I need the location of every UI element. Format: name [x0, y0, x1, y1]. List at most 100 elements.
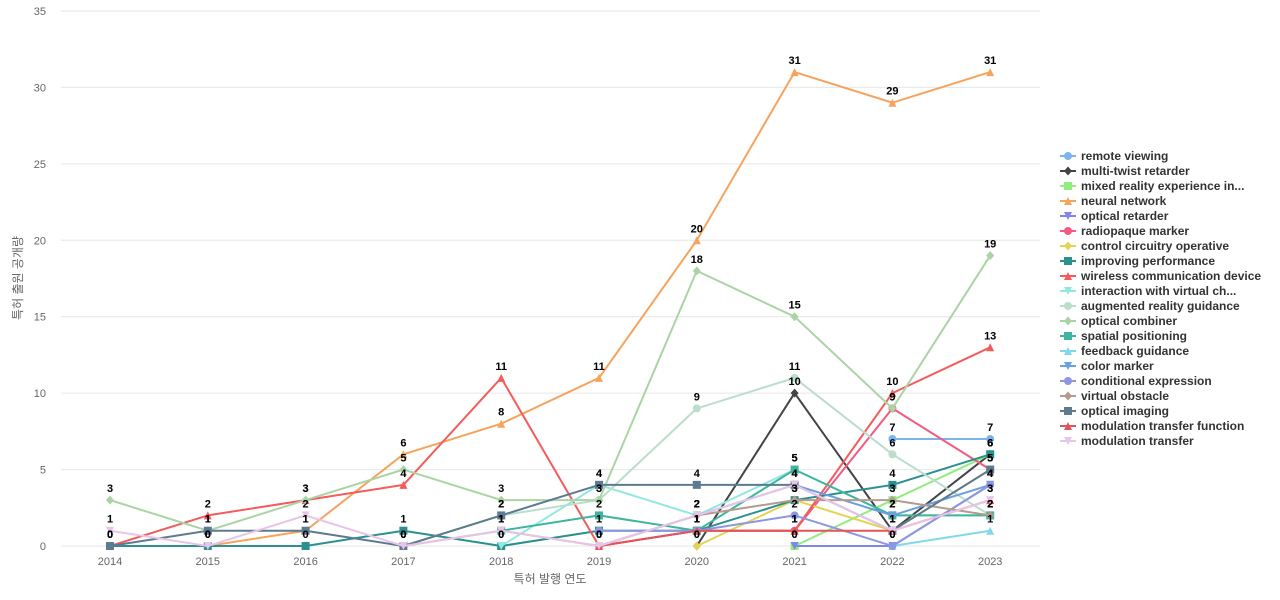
- data-point[interactable]: [692, 266, 701, 276]
- data-point[interactable]: [790, 68, 799, 77]
- data-point[interactable]: [497, 419, 506, 428]
- data-point[interactable]: [399, 465, 408, 475]
- data-point[interactable]: [692, 480, 701, 489]
- y-tick-label: 5: [40, 465, 46, 477]
- legend-item-optical-imaging[interactable]: optical imaging: [1060, 404, 1169, 418]
- data-label: 11: [789, 361, 801, 373]
- legend-item-feedback-guidance[interactable]: feedback guidance: [1060, 344, 1189, 358]
- data-point[interactable]: [888, 98, 897, 107]
- data-point[interactable]: [399, 480, 408, 489]
- data-label: 19: [984, 239, 996, 251]
- data-point[interactable]: [790, 373, 799, 382]
- data-point[interactable]: [986, 251, 995, 261]
- legend-item-color-marker[interactable]: color marker: [1060, 359, 1154, 373]
- data-point[interactable]: [888, 403, 897, 413]
- legend-item-interaction-with-virtual-ch[interactable]: interaction with virtual ch...: [1060, 284, 1236, 298]
- data-point[interactable]: [497, 495, 506, 505]
- legend-item-modulation-transfer-function[interactable]: modulation transfer function: [1060, 419, 1244, 433]
- data-point[interactable]: [399, 450, 408, 459]
- legend-label: neural network: [1081, 194, 1167, 208]
- data-point[interactable]: [790, 465, 799, 474]
- data-point[interactable]: [595, 542, 603, 550]
- data-point[interactable]: [301, 542, 310, 550]
- data-point[interactable]: [790, 312, 799, 322]
- legend-label: optical combiner: [1081, 314, 1177, 328]
- data-point[interactable]: [790, 495, 799, 505]
- data-point[interactable]: [986, 526, 995, 535]
- data-label: 13: [984, 330, 996, 342]
- data-label: 0: [107, 529, 113, 541]
- series-neural-network: [106, 68, 995, 550]
- data-point[interactable]: [595, 373, 603, 382]
- legend-item-spatial-positioning[interactable]: spatial positioning: [1060, 329, 1187, 343]
- data-point[interactable]: [106, 526, 114, 535]
- data-point[interactable]: [595, 495, 603, 505]
- legend-item-virtual-obstacle[interactable]: virtual obstacle: [1060, 389, 1169, 403]
- data-point[interactable]: [106, 542, 114, 550]
- data-point[interactable]: [790, 480, 799, 489]
- data-point[interactable]: [888, 480, 897, 489]
- data-point[interactable]: [692, 541, 701, 551]
- data-point[interactable]: [399, 542, 408, 550]
- data-point[interactable]: [986, 435, 995, 443]
- data-label: 9: [889, 391, 895, 403]
- legend-item-improving-performance[interactable]: improving performance: [1060, 254, 1215, 268]
- legend-item-neural-network[interactable]: neural network: [1060, 194, 1167, 208]
- legend-item-wireless-communication-device[interactable]: wireless communication device: [1060, 269, 1261, 283]
- data-point[interactable]: [986, 480, 995, 489]
- data-point[interactable]: [790, 542, 799, 550]
- data-point[interactable]: [497, 373, 506, 382]
- data-point[interactable]: [497, 526, 506, 535]
- data-point[interactable]: [986, 343, 995, 352]
- data-point[interactable]: [106, 495, 114, 505]
- data-point[interactable]: [692, 236, 701, 245]
- data-point[interactable]: [790, 511, 799, 520]
- data-point[interactable]: [986, 68, 995, 77]
- data-point[interactable]: [595, 480, 603, 489]
- data-point[interactable]: [692, 511, 701, 520]
- data-point[interactable]: [301, 526, 310, 535]
- legend-item-remote-viewing[interactable]: remote viewing: [1060, 149, 1168, 163]
- data-point[interactable]: [692, 404, 701, 413]
- data-point[interactable]: [888, 511, 897, 520]
- legend-item-optical-retarder[interactable]: optical retarder: [1060, 209, 1169, 223]
- data-point[interactable]: [888, 435, 897, 443]
- data-label: 1: [792, 514, 798, 526]
- data-point[interactable]: [888, 450, 897, 459]
- data-point[interactable]: [203, 511, 212, 520]
- data-point[interactable]: [986, 450, 995, 459]
- data-point[interactable]: [595, 526, 603, 535]
- data-point[interactable]: [986, 465, 995, 474]
- gridlines: [61, 10, 1040, 547]
- data-point[interactable]: [301, 511, 310, 520]
- data-point[interactable]: [888, 389, 897, 398]
- data-point[interactable]: [790, 388, 799, 398]
- data-label: 3: [498, 483, 504, 495]
- x-tick-label: 2017: [391, 556, 415, 568]
- data-point[interactable]: [497, 542, 506, 550]
- data-point[interactable]: [203, 542, 212, 550]
- data-point[interactable]: [692, 526, 701, 535]
- data-point[interactable]: [986, 510, 995, 520]
- legend-item-augmented-reality-guidance[interactable]: augmented reality guidance: [1060, 299, 1240, 313]
- legend-item-optical-combiner[interactable]: optical combiner: [1060, 314, 1177, 328]
- legend-item-modulation-transfer[interactable]: modulation transfer: [1060, 434, 1194, 448]
- legend-item-mixed-reality-experience-in[interactable]: mixed reality experience in...: [1060, 179, 1244, 193]
- legend-item-multi-twist-retarder[interactable]: multi-twist retarder: [1060, 164, 1190, 178]
- data-point[interactable]: [888, 495, 897, 505]
- legend-item-radiopaque-marker[interactable]: radiopaque marker: [1060, 224, 1189, 238]
- data-point[interactable]: [497, 511, 506, 520]
- data-point[interactable]: [203, 526, 212, 535]
- data-point[interactable]: [888, 526, 897, 535]
- legend-item-conditional-expression[interactable]: conditional expression: [1060, 374, 1212, 388]
- data-point[interactable]: [301, 495, 310, 505]
- data-label: 2: [205, 498, 211, 510]
- data-point[interactable]: [790, 526, 799, 535]
- data-label: 6: [987, 437, 993, 449]
- data-point[interactable]: [888, 542, 897, 550]
- data-point[interactable]: [399, 526, 408, 535]
- data-point[interactable]: [986, 496, 995, 505]
- legend-item-control-circuitry-operative[interactable]: control circuitry operative: [1060, 239, 1229, 253]
- data-point[interactable]: [595, 511, 603, 520]
- legend-symbol: [1064, 407, 1072, 415]
